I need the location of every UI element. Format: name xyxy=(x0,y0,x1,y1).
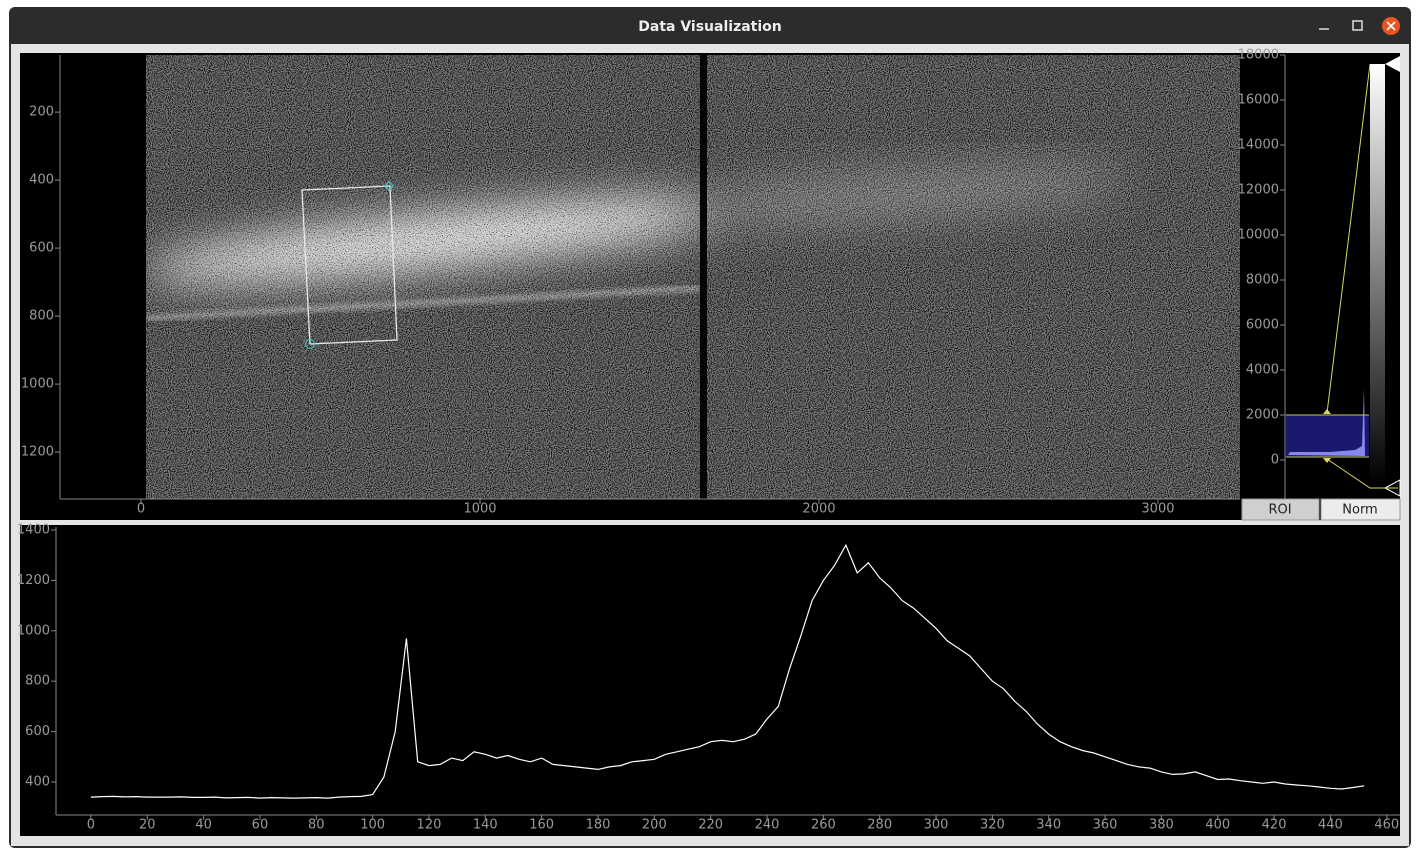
image-x-tick-label: 2000 xyxy=(802,502,835,517)
image-y-tick-label: 400 xyxy=(29,173,54,188)
profile-x-tick-label: 200 xyxy=(642,818,667,833)
window-title: Data Visualization xyxy=(638,19,782,35)
profile-x-tick-label: 260 xyxy=(811,818,836,833)
histogram-y-tick-label: 14000 xyxy=(1238,138,1279,153)
histogram-y-tick-label: 0 xyxy=(1271,453,1279,468)
profile-x-tick-label: 100 xyxy=(360,818,385,833)
histogram-y-tick-label: 10000 xyxy=(1238,228,1279,243)
profile-x-tick-label: 20 xyxy=(139,818,156,833)
norm-button[interactable] xyxy=(1320,498,1401,521)
lut-gradient[interactable] xyxy=(1370,64,1385,484)
profile-x-tick-label: 300 xyxy=(924,818,949,833)
profile-y-tick-label: 1200 xyxy=(17,573,50,588)
profile-x-tick-label: 60 xyxy=(252,818,269,833)
profile-y-tick-label: 1000 xyxy=(17,623,50,638)
profile-x-tick-label: 380 xyxy=(1149,818,1174,833)
profile-x-tick-label: 440 xyxy=(1318,818,1343,833)
profile-y-tick-label: 600 xyxy=(25,724,50,739)
roi-handle-scale[interactable] xyxy=(305,339,315,349)
roi-box[interactable] xyxy=(301,185,398,345)
histogram-y-tick-label: 8000 xyxy=(1246,273,1279,288)
profile-x-tick-label: 140 xyxy=(473,818,498,833)
norm-button-label: Norm xyxy=(1342,503,1377,518)
roi-button-label: ROI xyxy=(1268,503,1291,518)
roi-button[interactable] xyxy=(1241,498,1320,521)
profile-x-tick-label: 460 xyxy=(1374,818,1399,833)
histogram-y-tick-label: 2000 xyxy=(1246,408,1279,423)
close-icon xyxy=(1386,21,1396,31)
level-min-handle[interactable] xyxy=(1323,458,1331,463)
level-max-handle[interactable] xyxy=(1323,409,1331,414)
histogram-y-tick-label: 16000 xyxy=(1238,93,1279,108)
profile-x-tick-label: 280 xyxy=(867,818,892,833)
profile-x-tick-label: 320 xyxy=(980,818,1005,833)
histogram-y-tick-label: 4000 xyxy=(1246,363,1279,378)
image-x-tick-label: 1000 xyxy=(463,502,496,517)
profile-y-tick-label: 400 xyxy=(25,774,50,789)
profile-x-tick-label: 120 xyxy=(417,818,442,833)
image-x-tick-label: 3000 xyxy=(1141,502,1174,517)
image-y-tick-label: 200 xyxy=(29,105,54,120)
profile-y-tick-label: 1400 xyxy=(17,523,50,538)
profile-x-tick-label: 180 xyxy=(586,818,611,833)
profile-x-tick-label: 360 xyxy=(1093,818,1118,833)
profile-x-tick-label: 160 xyxy=(529,818,554,833)
profile-line xyxy=(90,543,1365,799)
profile-y-tick-label: 800 xyxy=(25,674,50,689)
image-band xyxy=(146,55,1240,499)
lut-top-tick[interactable] xyxy=(1385,56,1400,72)
profile-x-tick-label: 400 xyxy=(1205,818,1230,833)
profile-x-tick-label: 220 xyxy=(698,818,723,833)
histogram-y-tick-label: 6000 xyxy=(1246,318,1279,333)
profile-x-tick-label: 0 xyxy=(87,818,95,833)
image-y-tick-label: 1200 xyxy=(21,445,54,460)
image-y-tick-label: 1000 xyxy=(21,377,54,392)
profile-x-tick-label: 40 xyxy=(195,818,212,833)
histogram-y-tick-label: 18000 xyxy=(1238,48,1279,63)
profile-plot[interactable] xyxy=(20,525,1400,836)
image-y-tick-label: 600 xyxy=(29,241,54,256)
profile-x-tick-label: 340 xyxy=(1036,818,1061,833)
histogram-curve xyxy=(1288,388,1365,456)
image-x-tick-label: 0 xyxy=(137,502,145,517)
lut-mapping-lines xyxy=(1326,63,1398,489)
profile-x-tick-label: 420 xyxy=(1262,818,1287,833)
image-gap xyxy=(700,55,707,499)
roi-handle-rotate[interactable] xyxy=(384,181,394,191)
histogram-y-tick-label: 12000 xyxy=(1238,183,1279,198)
profile-x-tick-label: 80 xyxy=(308,818,325,833)
image-y-tick-label: 800 xyxy=(29,309,54,324)
profile-x-tick-label: 240 xyxy=(755,818,780,833)
maximize-button[interactable] xyxy=(1352,20,1363,31)
